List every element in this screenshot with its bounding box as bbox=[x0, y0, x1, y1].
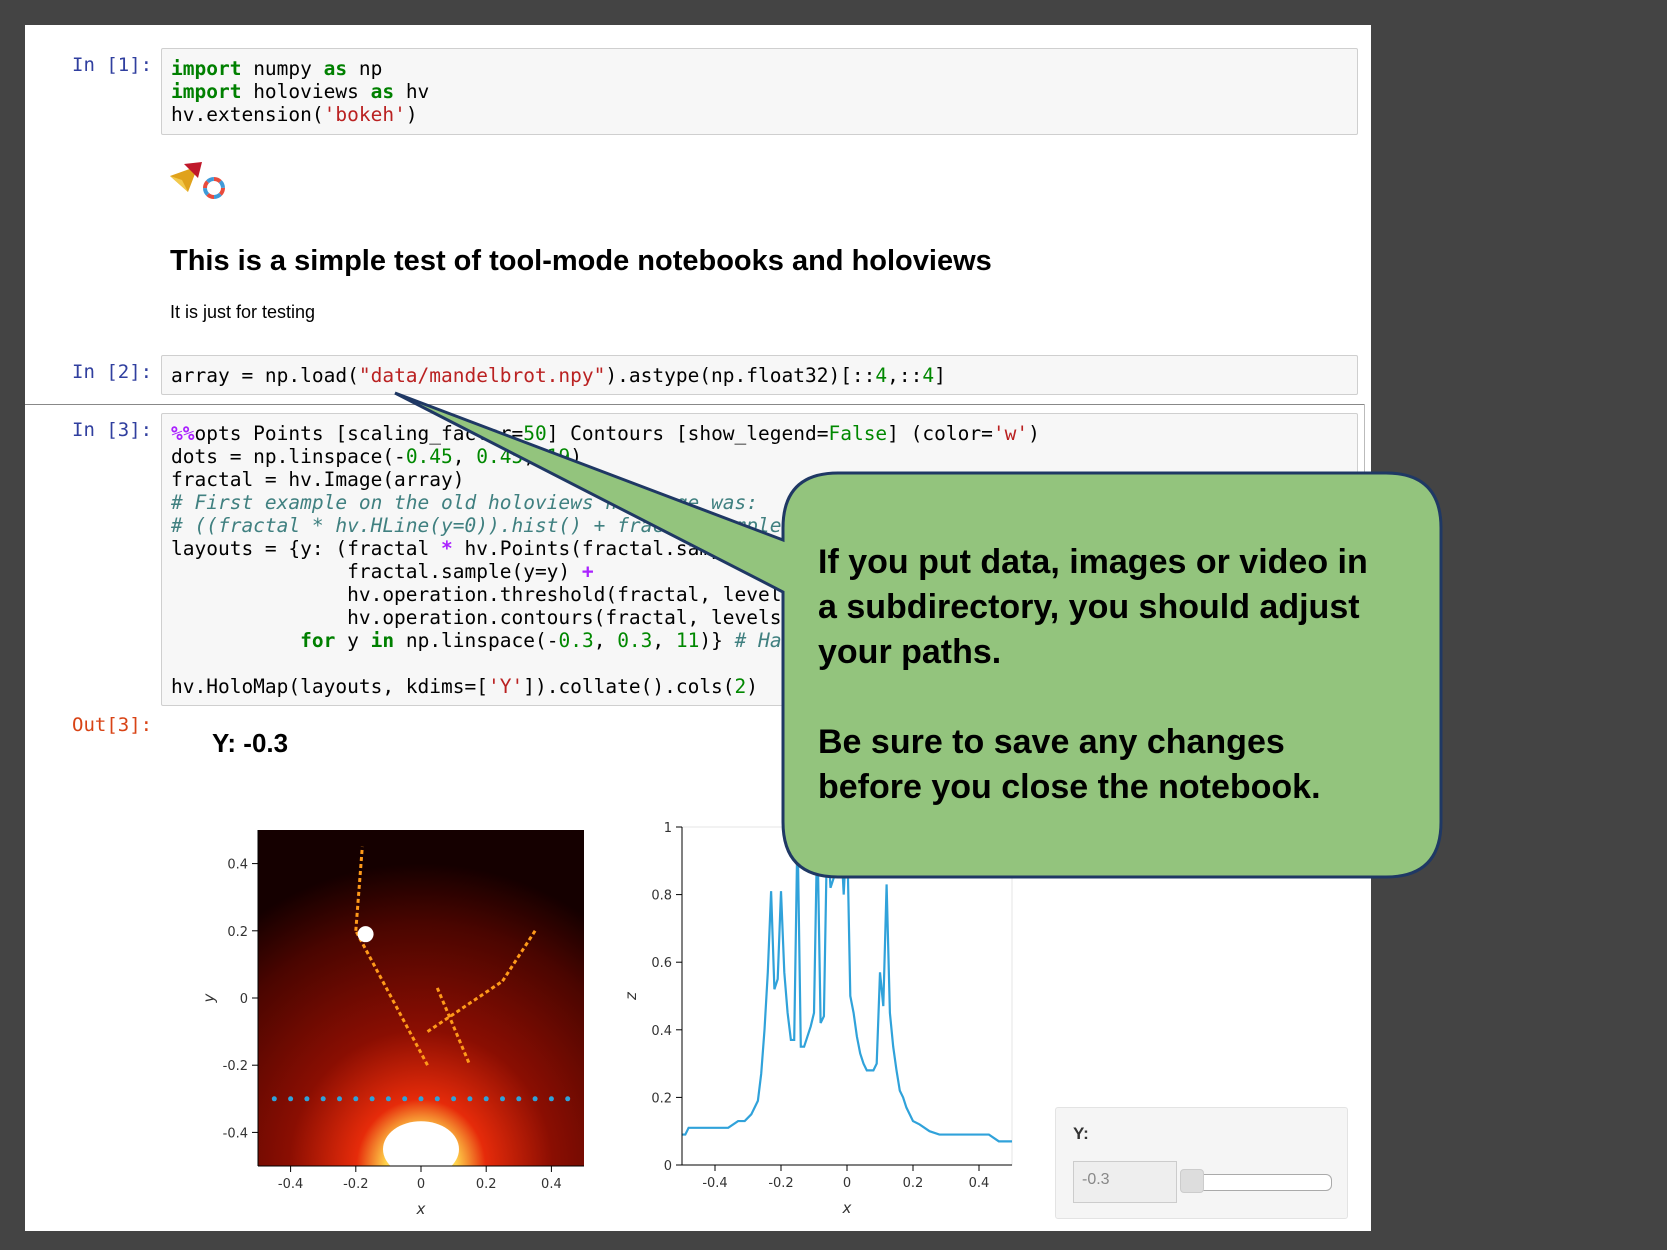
overlay-point bbox=[483, 1096, 489, 1102]
x-tick-label: -0.2 bbox=[768, 1176, 793, 1191]
selected-cell-border bbox=[25, 404, 1365, 405]
y-tick-label: 0.8 bbox=[651, 889, 672, 904]
overlay-point bbox=[320, 1096, 326, 1102]
x-tick-label: -0.2 bbox=[343, 1177, 368, 1192]
x-tick-label: 0.4 bbox=[969, 1176, 990, 1191]
overlay-point bbox=[385, 1096, 391, 1102]
heatmap-bright-spot bbox=[357, 926, 374, 943]
y-tick-label: 0 bbox=[664, 1159, 672, 1174]
y-tick-label: 0.4 bbox=[227, 858, 248, 873]
y-tick-label: 0.2 bbox=[651, 1091, 672, 1106]
input-prompt-3: In [3]: bbox=[72, 419, 153, 441]
heatmap-filament bbox=[354, 930, 429, 1066]
overlay-point bbox=[288, 1096, 294, 1102]
overlay-point bbox=[304, 1096, 310, 1102]
markdown-paragraph: It is just for testing bbox=[170, 302, 316, 322]
y-tick-label: 0 bbox=[240, 992, 248, 1007]
x-tick-label: -0.4 bbox=[702, 1176, 727, 1191]
y-axis-label: y bbox=[200, 992, 218, 1003]
markdown-heading: This is a simple test of tool-mode noteb… bbox=[170, 245, 992, 277]
holoviews-logo-icon bbox=[170, 162, 202, 192]
overlay-point bbox=[467, 1096, 473, 1102]
x-tick-label: 0 bbox=[843, 1176, 851, 1191]
callout-text: If you put data, images or video in a su… bbox=[818, 540, 1378, 810]
y-axis-label: z bbox=[622, 991, 640, 1001]
mandelbrot-heatmap-plot[interactable]: -0.4 -0.2 0 0.2 0.4 -0.4 -0.2 0 0.2 0.4 x y bbox=[200, 820, 610, 1230]
overlay-point bbox=[337, 1096, 342, 1102]
y-tick-label: -0.2 bbox=[223, 1059, 248, 1074]
heatmap-image bbox=[258, 830, 584, 1166]
bokeh-logo-icon bbox=[203, 177, 225, 199]
overlay-point bbox=[548, 1096, 554, 1102]
y-tick-label: 0.4 bbox=[651, 1024, 672, 1039]
heatmap-filament bbox=[426, 979, 504, 1033]
overlay-point bbox=[418, 1096, 424, 1102]
overlay-point bbox=[532, 1096, 538, 1102]
y-tick-label: 0.6 bbox=[651, 956, 672, 971]
x-tick-label: 0 bbox=[417, 1177, 425, 1192]
overlay-point bbox=[353, 1096, 359, 1102]
input-prompt-1: In [1]: bbox=[72, 54, 153, 76]
overlay-point bbox=[565, 1096, 571, 1102]
x-axis-label: x bbox=[416, 1200, 426, 1218]
slider-label: Y: bbox=[1073, 1124, 1089, 1143]
holomap-widget-panel: Y: -0.3 bbox=[1055, 1107, 1348, 1219]
code-cell-2[interactable]: array = np.load("data/mandelbrot.npy").a… bbox=[161, 355, 1358, 395]
overlay-point bbox=[451, 1096, 457, 1102]
holomap-frame-title: Y: -0.3 bbox=[212, 728, 289, 758]
overlay-point bbox=[500, 1096, 505, 1102]
x-axis-label: x bbox=[842, 1199, 852, 1217]
overlay-point bbox=[369, 1096, 375, 1102]
code-cell-1[interactable]: import numpy as np import holoviews as h… bbox=[161, 48, 1358, 135]
x-tick-label: -0.4 bbox=[278, 1177, 303, 1192]
slider-value-input[interactable]: -0.3 bbox=[1073, 1161, 1177, 1203]
y-tick-label: 0.2 bbox=[227, 925, 248, 940]
overlay-point bbox=[434, 1096, 440, 1102]
x-tick-label: 0.2 bbox=[476, 1177, 497, 1192]
sample-line-plot[interactable]: -0.4 -0.2 0 0.2 0.4 0 0.2 0.4 0.6 0.8 1 x z bbox=[620, 815, 1020, 1230]
heatmap-main-bulb bbox=[383, 1121, 459, 1178]
heatmap-filament bbox=[501, 929, 537, 983]
output-prompt-3: Out[3]: bbox=[72, 714, 153, 736]
input-prompt-2: In [2]: bbox=[72, 361, 153, 383]
overlay-point bbox=[516, 1096, 522, 1102]
x-tick-label: 0.4 bbox=[541, 1177, 562, 1192]
y-tick-label: -0.4 bbox=[223, 1126, 248, 1141]
heatmap-filament bbox=[354, 846, 364, 931]
overlay-point bbox=[402, 1096, 408, 1102]
y-slider-handle[interactable] bbox=[1180, 1169, 1204, 1193]
overlay-point bbox=[271, 1096, 277, 1102]
callout-line-save: Be sure to save any changes before you c… bbox=[818, 723, 1321, 806]
y-tick-label: 1 bbox=[664, 821, 672, 836]
callout-line-paths: If you put data, images or video in a su… bbox=[818, 543, 1368, 671]
x-tick-label: 0.2 bbox=[903, 1176, 924, 1191]
